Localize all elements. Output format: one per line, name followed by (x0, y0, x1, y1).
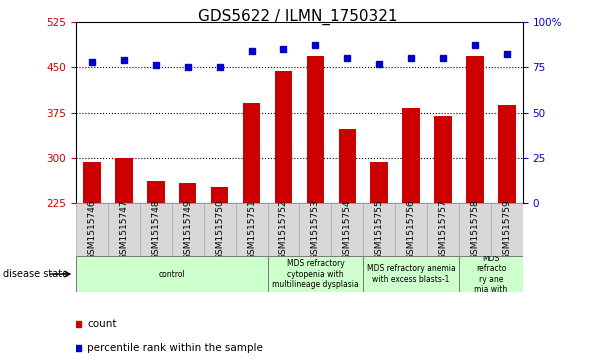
Bar (299, 203, 331, 256)
Bar (76, 256, 268, 292)
Text: GSM1515750: GSM1515750 (215, 199, 224, 260)
Bar (466, 56, 484, 203)
Text: count: count (88, 319, 117, 329)
Bar (147, 181, 165, 203)
Text: GSM1515749: GSM1515749 (183, 199, 192, 260)
Bar (83, 162, 101, 203)
Bar (491, 203, 523, 256)
Bar (402, 108, 420, 203)
Bar (179, 183, 196, 203)
Bar (235, 203, 268, 256)
Bar (459, 203, 491, 256)
Text: control: control (159, 270, 185, 278)
Bar (268, 256, 363, 292)
Bar (498, 105, 516, 203)
Bar (427, 203, 459, 256)
Text: MDS refractory
cytopenia with
multilineage dysplasia: MDS refractory cytopenia with multilinea… (272, 259, 359, 289)
Text: GSM1515748: GSM1515748 (151, 199, 161, 260)
Text: GSM1515746: GSM1515746 (88, 199, 97, 260)
Bar (370, 162, 388, 203)
Bar (171, 203, 204, 256)
Text: GSM1515752: GSM1515752 (279, 199, 288, 260)
Bar (363, 256, 459, 292)
Text: GSM1515758: GSM1515758 (471, 199, 480, 260)
Text: GSM1515759: GSM1515759 (502, 199, 511, 260)
Bar (459, 256, 523, 292)
Bar (395, 203, 427, 256)
Bar (331, 203, 363, 256)
Text: percentile rank within the sample: percentile rank within the sample (88, 343, 263, 352)
Text: disease state: disease state (3, 269, 68, 279)
Bar (243, 103, 260, 203)
Text: GSM1515756: GSM1515756 (407, 199, 416, 260)
Text: GSM1515757: GSM1515757 (438, 199, 447, 260)
Bar (434, 115, 452, 203)
Text: GSM1515753: GSM1515753 (311, 199, 320, 260)
Bar (140, 203, 171, 256)
Text: GSM1515751: GSM1515751 (247, 199, 256, 260)
Text: GSM1515747: GSM1515747 (119, 199, 128, 260)
Bar (275, 72, 292, 203)
Text: MDS refractory anemia
with excess blasts-1: MDS refractory anemia with excess blasts… (367, 264, 455, 284)
Bar (339, 129, 356, 203)
Bar (115, 158, 133, 203)
Bar (306, 56, 324, 203)
Bar (268, 203, 299, 256)
Text: GSM1515755: GSM1515755 (375, 199, 384, 260)
Text: GSM1515754: GSM1515754 (343, 199, 352, 260)
Text: GDS5622 / ILMN_1750321: GDS5622 / ILMN_1750321 (198, 9, 398, 25)
Bar (76, 203, 108, 256)
Bar (363, 203, 395, 256)
Bar (204, 203, 235, 256)
Text: MDS
refracto
ry ane
mia with: MDS refracto ry ane mia with (474, 254, 508, 294)
Bar (108, 203, 140, 256)
Bar (211, 187, 229, 203)
